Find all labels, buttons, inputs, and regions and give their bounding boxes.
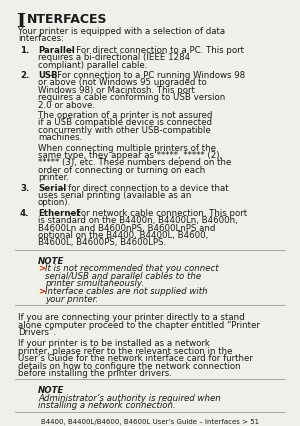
Text: printer simultaneously.: printer simultaneously. (45, 278, 144, 287)
Text: 2.: 2. (20, 71, 29, 80)
Text: User’s Guide for the network interface card for further: User’s Guide for the network interface c… (18, 354, 253, 363)
Text: B4600L, B4600PS, B4600LPS.: B4600L, B4600PS, B4600LPS. (38, 238, 166, 247)
Text: USB: USB (38, 71, 58, 80)
Text: interfaces:: interfaces: (18, 35, 64, 43)
Text: serial/USB and parallel cables to the: serial/USB and parallel cables to the (45, 271, 201, 280)
Text: is standard on the B4400n, B4400Ln, B4600n,: is standard on the B4400n, B4400Ln, B460… (38, 216, 238, 225)
Text: When connecting multiple printers of the: When connecting multiple printers of the (38, 143, 216, 152)
Text: NOTE: NOTE (38, 386, 64, 394)
Text: Administrator’s authority is required when: Administrator’s authority is required wh… (38, 393, 221, 402)
Text: B4400, B4400L/B4600, B4600L User’s Guide – Interfaces > 51: B4400, B4400L/B4600, B4600L User’s Guide… (41, 417, 259, 423)
Text: before installing the printer drivers.: before installing the printer drivers. (18, 368, 172, 377)
Text: same type, they appear as *****, ***** (2),: same type, they appear as *****, ***** (… (38, 151, 222, 160)
Text: concurrently with other USB-compatible: concurrently with other USB-compatible (38, 126, 211, 135)
Text: compliant) parallel cable.: compliant) parallel cable. (38, 60, 147, 69)
Text: – For network cable connection. This port: – For network cable connection. This por… (69, 208, 247, 217)
Text: NOTE: NOTE (38, 256, 64, 265)
Text: – for direct connection to a device that: – for direct connection to a device that (61, 183, 229, 192)
Text: If your printer is to be installed as a network: If your printer is to be installed as a … (18, 339, 210, 348)
Text: installing a network connection.: installing a network connection. (38, 400, 176, 409)
Text: Drivers”.: Drivers”. (18, 327, 56, 336)
Text: 3.: 3. (20, 183, 29, 192)
Text: details on how to configure the network connection: details on how to configure the network … (18, 361, 241, 370)
Text: optional on the B4400, B4400L, B4600,: optional on the B4400, B4400L, B4600, (38, 230, 208, 239)
Text: The operation of a printer is not assured: The operation of a printer is not assure… (38, 111, 212, 120)
Text: – For connection to a PC running Windows 98: – For connection to a PC running Windows… (50, 71, 245, 80)
Text: requires a bi-directional (IEEE 1284: requires a bi-directional (IEEE 1284 (38, 53, 190, 62)
Text: If you are connecting your printer directly to a stand: If you are connecting your printer direc… (18, 312, 244, 322)
Text: It is not recommended that you connect: It is not recommended that you connect (45, 264, 219, 273)
Text: or above (not Windows 95 upgraded to: or above (not Windows 95 upgraded to (38, 78, 207, 87)
Text: Serial: Serial (38, 183, 66, 192)
Text: – For direct connection to a PC. This port: – For direct connection to a PC. This po… (69, 46, 244, 55)
Text: printer.: printer. (38, 173, 69, 182)
Text: Interface cables are not supplied with: Interface cables are not supplied with (45, 287, 208, 296)
Text: 1.: 1. (20, 46, 29, 55)
Text: if a USB compatible device is connected: if a USB compatible device is connected (38, 118, 212, 127)
Text: ***** (3), etc. These numbers depend on the: ***** (3), etc. These numbers depend on … (38, 158, 231, 167)
Text: option).: option). (38, 198, 71, 207)
Text: >: > (38, 264, 45, 273)
Text: NTERFACES: NTERFACES (27, 13, 107, 26)
Text: 4.: 4. (20, 208, 29, 217)
Text: order of connecting or turning on each: order of connecting or turning on each (38, 165, 205, 174)
Text: 2.0 or above.: 2.0 or above. (38, 101, 95, 109)
Text: >: > (38, 287, 45, 296)
Text: Ethernet: Ethernet (38, 208, 81, 217)
Text: alone computer proceed to the chapter entitled “Printer: alone computer proceed to the chapter en… (18, 320, 260, 329)
Text: Windows 98) or Macintosh. This port: Windows 98) or Macintosh. This port (38, 86, 195, 95)
Text: Your printer is equipped with a selection of data: Your printer is equipped with a selectio… (18, 27, 225, 36)
Text: machines.: machines. (38, 133, 82, 142)
Text: Parallel: Parallel (38, 46, 75, 55)
Text: I: I (16, 13, 25, 31)
Text: printer, please refer to the relevant section in the: printer, please refer to the relevant se… (18, 346, 233, 355)
Text: B4600Ln and B4600nPS, B4600LnPS and: B4600Ln and B4600nPS, B4600LnPS and (38, 223, 215, 232)
Text: your printer.: your printer. (45, 294, 98, 303)
Text: uses serial printing (available as an: uses serial printing (available as an (38, 190, 191, 199)
Text: requires a cable conforming to USB version: requires a cable conforming to USB versi… (38, 93, 225, 102)
